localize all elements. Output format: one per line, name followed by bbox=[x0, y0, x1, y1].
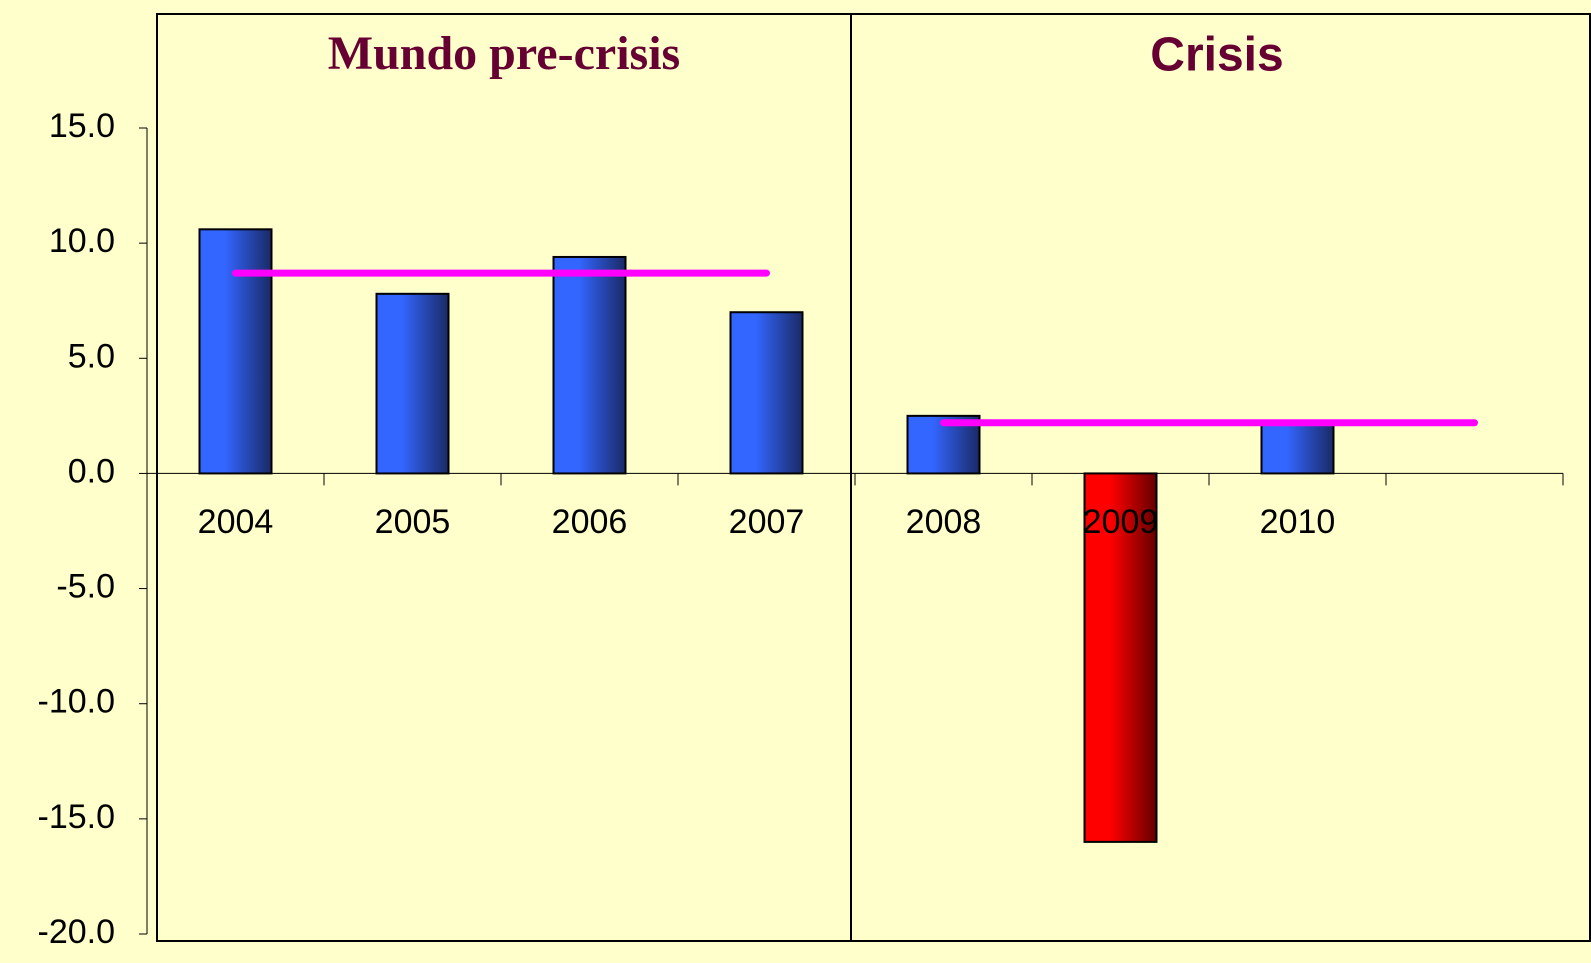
bar bbox=[1260, 421, 1335, 475]
bar bbox=[198, 228, 273, 475]
x-tick-label: 2010 bbox=[1260, 503, 1336, 541]
x-tick-label: 2004 bbox=[198, 503, 274, 541]
y-tick-label: 0.0 bbox=[68, 452, 115, 490]
x-tick-label: 2008 bbox=[906, 503, 982, 541]
y-tick-label: 15.0 bbox=[49, 107, 115, 145]
y-tick-label: -5.0 bbox=[56, 568, 115, 606]
plot-frame bbox=[156, 13, 1591, 942]
panel-title: Crisis bbox=[1150, 29, 1283, 82]
bar bbox=[375, 292, 450, 475]
x-tick-label: 2006 bbox=[552, 503, 628, 541]
x-tick-label: 2007 bbox=[729, 503, 805, 541]
bar bbox=[1083, 472, 1158, 843]
y-tick-label: -20.0 bbox=[38, 913, 116, 951]
y-tick-label: 5.0 bbox=[68, 337, 115, 375]
y-tick-label: 10.0 bbox=[49, 222, 115, 260]
y-tick-label: -10.0 bbox=[38, 683, 116, 721]
x-tick-label: 2009 bbox=[1083, 503, 1159, 541]
panel-title: Mundo pre-crisis bbox=[328, 27, 680, 80]
bar bbox=[552, 255, 627, 475]
x-tick-label: 2005 bbox=[375, 503, 451, 541]
bar bbox=[729, 311, 804, 475]
y-tick-label: -15.0 bbox=[38, 798, 116, 836]
